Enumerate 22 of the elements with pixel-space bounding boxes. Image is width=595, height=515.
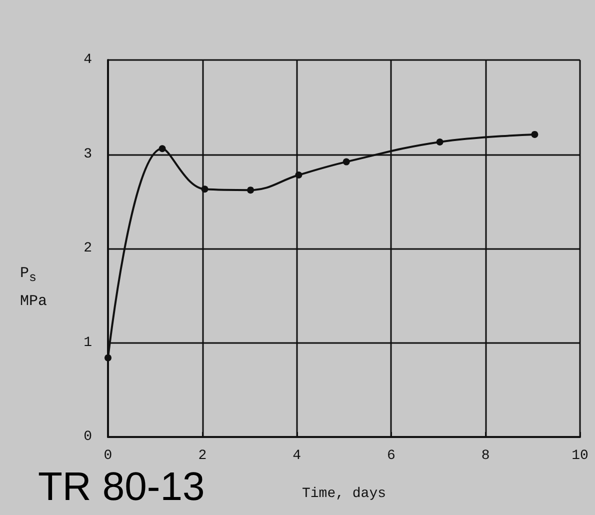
y-axis-title: P$_{s}$ MPa [20,264,48,312]
y-tick-label: 4 [84,52,92,68]
text: TR 80-13 [38,465,205,510]
point [247,186,254,194]
x-tick-label: 4 [292,448,302,464]
point [201,186,208,193]
x-tick-label: 2 [198,448,207,464]
point [436,138,444,146]
y-tick-label: 1 [84,334,92,351]
x-tick-label: 6 [386,448,396,464]
point [531,130,538,138]
point [104,354,112,362]
point [342,158,350,166]
x-tick-label: 0 [104,448,112,464]
y-tick-label: 2 [84,240,92,256]
y-tick-label: 0 [84,429,92,445]
x-tick-label: 8 [481,448,490,464]
y-tick-label: 3 [84,146,92,162]
x-axis-title: Time, days [302,486,386,502]
point [295,171,302,178]
point [158,145,166,152]
x-tick-label: 10 [572,448,588,464]
